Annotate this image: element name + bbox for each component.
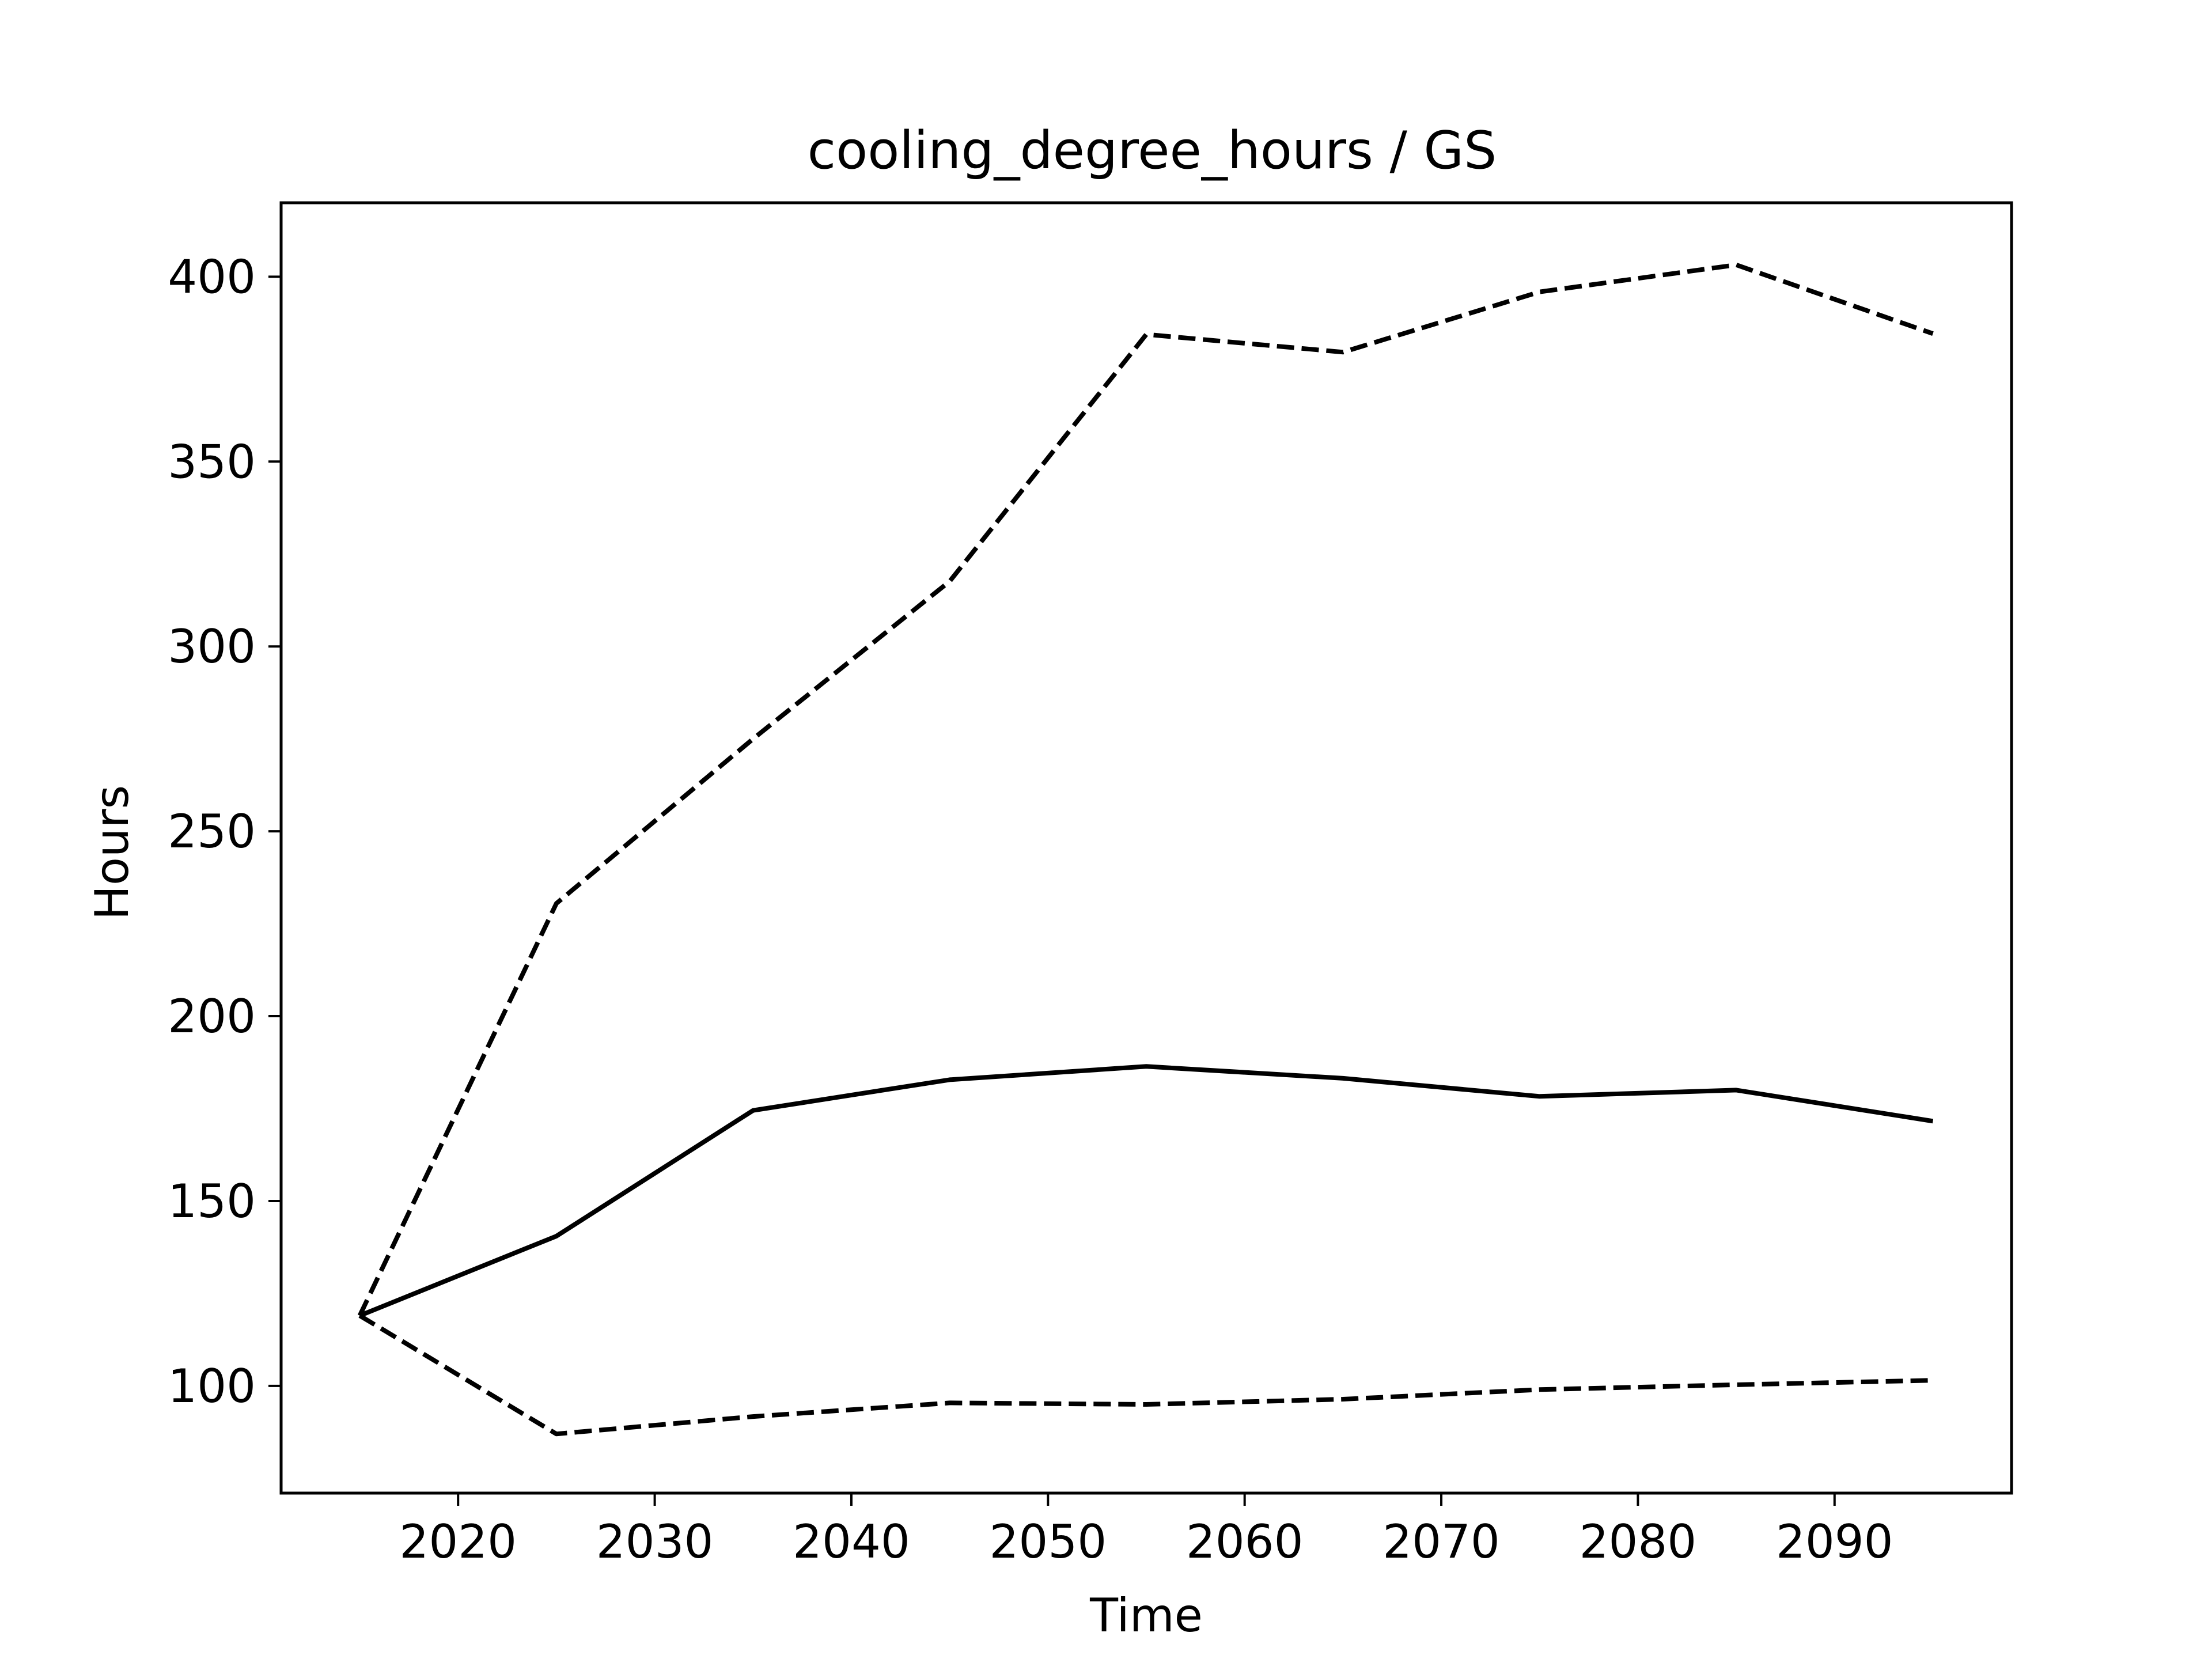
x-tick-label: 2060 <box>1186 1515 1304 1569</box>
y-axis-label: Hours <box>85 785 139 920</box>
x-tick-label: 2040 <box>793 1515 910 1569</box>
chart-title: cooling_degree_hours / GS <box>808 120 1497 181</box>
y-tick-label: 250 <box>168 805 256 858</box>
y-axis: 100 150 200 250 300 350 400 <box>168 250 281 1413</box>
x-tick-label: 2070 <box>1382 1515 1500 1569</box>
series-layer <box>357 262 1934 1437</box>
series-line-1 <box>359 1064 1934 1318</box>
x-tick-label: 2050 <box>990 1515 1107 1569</box>
x-tick-label: 2080 <box>1580 1515 1697 1569</box>
x-tick-label: 2090 <box>1776 1515 1893 1569</box>
plot-area <box>279 201 2013 1495</box>
x-tick-label: 2020 <box>399 1515 517 1569</box>
series-line-3 <box>358 1313 1933 1437</box>
y-tick-label: 100 <box>168 1359 256 1413</box>
y-tick-label: 200 <box>168 990 256 1043</box>
x-axis: 2020 2030 2040 2050 2060 2070 2080 2090 <box>399 1493 1893 1569</box>
y-tick-label: 350 <box>168 435 256 488</box>
x-tick-label: 2030 <box>596 1515 714 1569</box>
y-tick-label: 150 <box>168 1175 256 1228</box>
x-axis-label: Time <box>1089 1589 1203 1642</box>
y-tick-label: 400 <box>168 250 256 304</box>
y-tick-label: 300 <box>168 620 256 673</box>
plot-frame <box>279 201 2013 1495</box>
series-line-2 <box>357 262 1934 1317</box>
